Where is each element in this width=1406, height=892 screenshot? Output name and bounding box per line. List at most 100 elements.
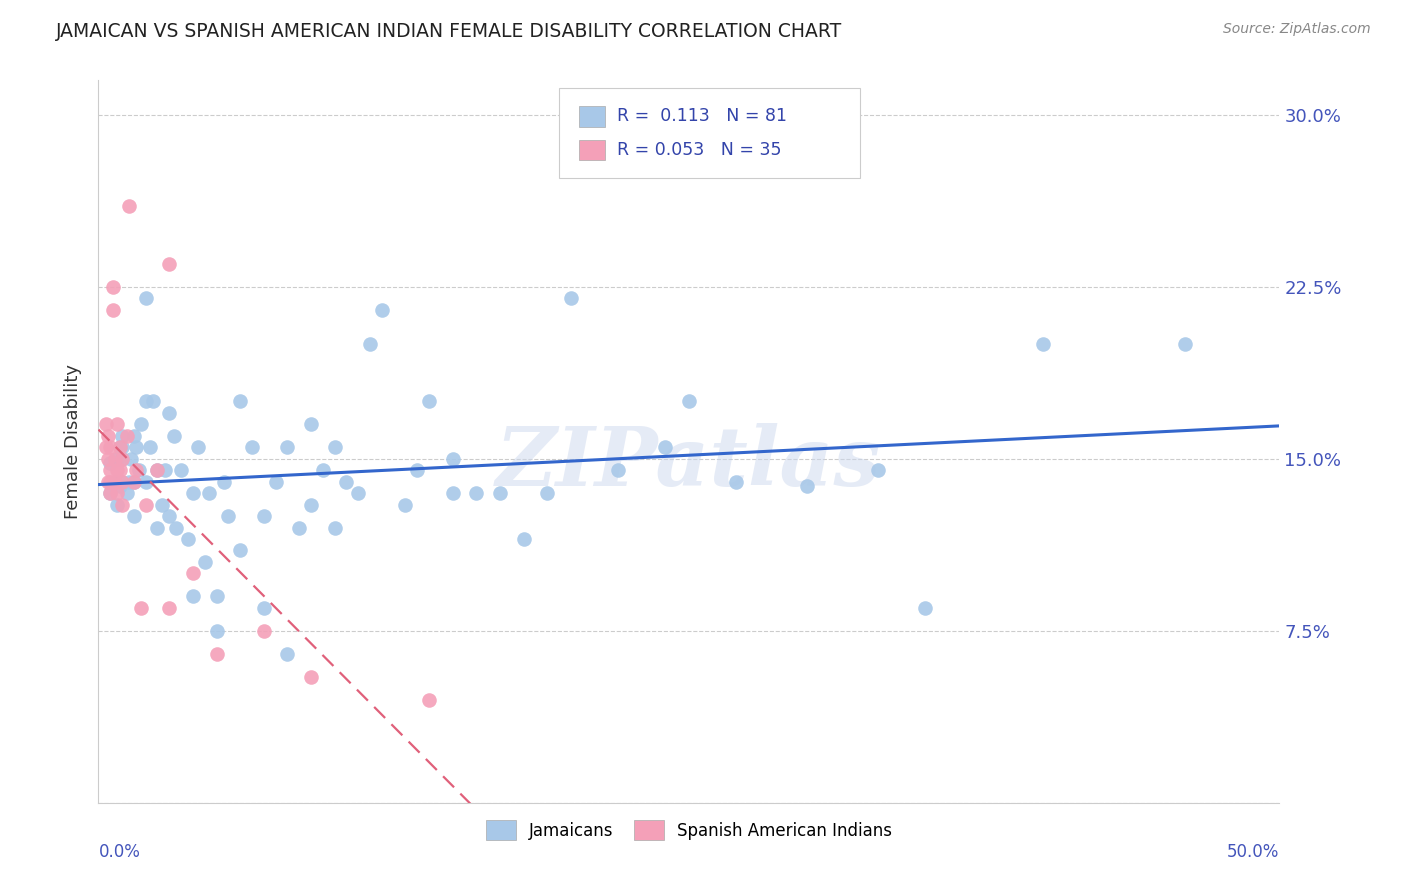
Point [288,520,311,534]
Point [212,475,235,489]
Point [536,486,558,500]
Point [914,600,936,615]
Point [122,429,145,443]
Point [299,498,322,512]
Point [866,463,889,477]
Point [105,451,128,466]
Point [108,479,131,493]
Point [98,475,121,489]
Text: R =  0.113   N = 81: R = 0.113 N = 81 [617,107,787,126]
Point [299,670,322,684]
Point [122,475,145,489]
Point [135,475,157,489]
Point [323,440,346,454]
Point [97,475,120,489]
FancyBboxPatch shape [579,106,605,127]
Point [146,463,169,477]
Point [165,520,187,534]
Point [115,429,138,443]
Point [796,479,818,493]
Point [98,440,121,454]
Point [104,475,127,489]
Point [157,406,180,420]
Point [105,486,128,500]
Point [371,302,394,317]
Text: Source: ZipAtlas.com: Source: ZipAtlas.com [1223,22,1371,37]
Point [98,463,121,477]
Point [678,394,700,409]
Point [125,463,148,477]
Point [441,486,464,500]
Point [125,440,148,454]
Point [465,486,488,500]
Point [122,475,145,489]
Point [157,600,180,615]
Point [98,486,121,500]
Point [157,257,180,271]
Point [139,440,162,454]
Point [135,291,157,305]
Point [129,600,152,615]
Point [98,486,121,500]
Point [146,463,169,477]
Point [335,475,357,489]
Point [142,394,165,409]
Text: JAMAICAN VS SPANISH AMERICAN INDIAN FEMALE DISABILITY CORRELATION CHART: JAMAICAN VS SPANISH AMERICAN INDIAN FEMA… [56,22,842,41]
Text: R = 0.053   N = 35: R = 0.053 N = 35 [617,141,782,160]
Point [111,440,134,454]
Point [312,463,335,477]
Point [229,394,252,409]
Y-axis label: Female Disability: Female Disability [63,364,82,519]
Point [205,647,228,661]
Point [264,475,287,489]
Point [101,302,124,317]
Point [153,463,176,477]
Point [240,440,263,454]
Point [97,429,120,443]
Point [101,279,124,293]
Point [512,532,534,546]
Text: 50.0%: 50.0% [1227,843,1279,861]
Point [121,451,143,466]
Point [347,486,370,500]
Point [205,590,228,604]
Point [253,600,276,615]
Point [104,475,127,489]
Point [194,555,217,569]
Point [111,498,134,512]
Point [276,647,298,661]
Point [323,520,346,534]
Point [560,291,582,305]
Point [198,486,221,500]
Point [111,451,134,466]
Point [1032,337,1054,351]
Point [135,498,157,512]
Point [111,475,134,489]
Point [146,520,169,534]
Point [725,475,748,489]
Point [105,463,128,477]
Point [489,486,512,500]
Point [299,417,322,432]
Point [394,498,416,512]
Point [205,624,228,638]
Point [217,509,239,524]
Point [177,532,200,546]
Point [441,451,464,466]
Point [229,543,252,558]
Point [418,394,440,409]
Point [253,509,276,524]
Point [406,463,429,477]
Point [108,440,131,454]
Point [108,440,131,454]
Point [118,475,141,489]
Point [104,451,127,466]
Point [115,486,138,500]
Point [181,566,204,581]
Point [98,456,121,470]
Point [359,337,381,351]
Point [122,509,145,524]
Point [108,463,131,477]
Point [253,624,276,638]
Legend: Jamaicans, Spanish American Indians: Jamaicans, Spanish American Indians [478,812,900,848]
